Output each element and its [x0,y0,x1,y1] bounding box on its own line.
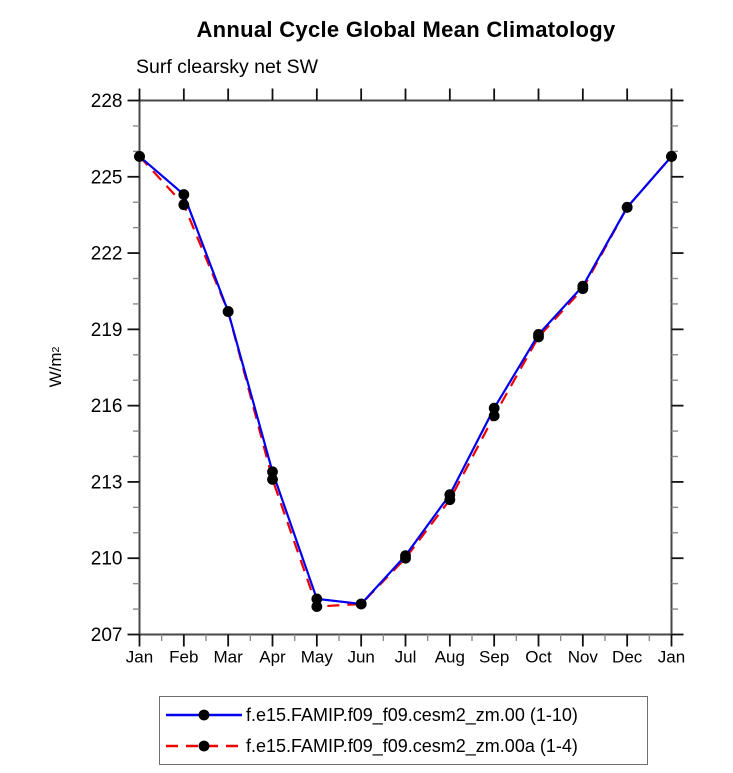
x-tick-label: May [301,648,334,667]
data-point-marker [577,283,589,295]
y-tick-label: 228 [91,91,123,112]
data-point-marker [267,473,278,485]
y-tick-label: 210 [91,549,123,570]
data-point-marker [267,466,278,478]
data-point-marker [666,151,677,162]
y-tick-label: 216 [91,396,123,417]
data-point-marker [533,331,544,343]
legend-label: f.e15.FAMIP.f09_f09.cesm2_zm.00a (1-4) [246,735,578,756]
data-point-marker [311,601,323,612]
x-tick-label: Jan [658,648,685,667]
data-point-marker [178,189,190,200]
y-tick-label: 222 [91,244,123,265]
y-tick-label: 225 [91,167,123,188]
y-tick-label: 207 [91,625,123,646]
data-point-marker [178,199,190,211]
x-tick-label: Apr [259,648,286,667]
data-point-marker [355,598,367,610]
data-point-marker [222,306,234,317]
x-tick-label: Oct [525,648,552,667]
y-tick-label: 219 [91,320,123,341]
legend-line-dashed-icon [166,740,242,752]
x-tick-label: Aug [435,648,465,667]
data-point-marker [444,494,456,506]
x-tick-label: Jul [395,648,417,667]
series-line-solid [138,155,673,606]
data-point-marker [134,151,145,162]
legend-line-solid-icon [166,709,242,721]
chart-subtitle: Surf clearsky net SW [136,56,319,78]
data-point-marker [488,410,500,422]
plot-area: 207 210 213 216 219 222 225 228 Jan Feb Mar Apr May J… [91,88,685,667]
x-tick-label: Nov [568,648,599,667]
legend-item: f.e15.FAMIP.f09_f09.cesm2_zm.00a (1-4) [160,731,647,762]
legend-item: f.e15.FAMIP.f09_f09.cesm2_zm.00 (1-10) [160,700,647,731]
x-tick-label: Feb [169,648,198,667]
legend: f.e15.FAMIP.f09_f09.cesm2_zm.00 (1-10) f… [159,696,648,765]
data-point-marker [400,552,411,564]
x-tick-label: Jan [126,648,153,667]
x-tick-label: Sep [479,648,509,667]
y-tick-label: 213 [91,472,123,493]
chart-title: Annual Cycle Global Mean Climatology [196,17,616,42]
data-point-marker [311,593,323,605]
series-line-dashed [138,155,673,608]
x-tick-label: Dec [612,648,643,667]
data-point-marker [488,402,500,414]
legend-label: f.e15.FAMIP.f09_f09.cesm2_zm.00 (1-10) [246,704,578,725]
data-point-marker [621,201,633,213]
x-tick-label: Jun [347,648,374,667]
x-tick-label: Mar [214,648,244,667]
